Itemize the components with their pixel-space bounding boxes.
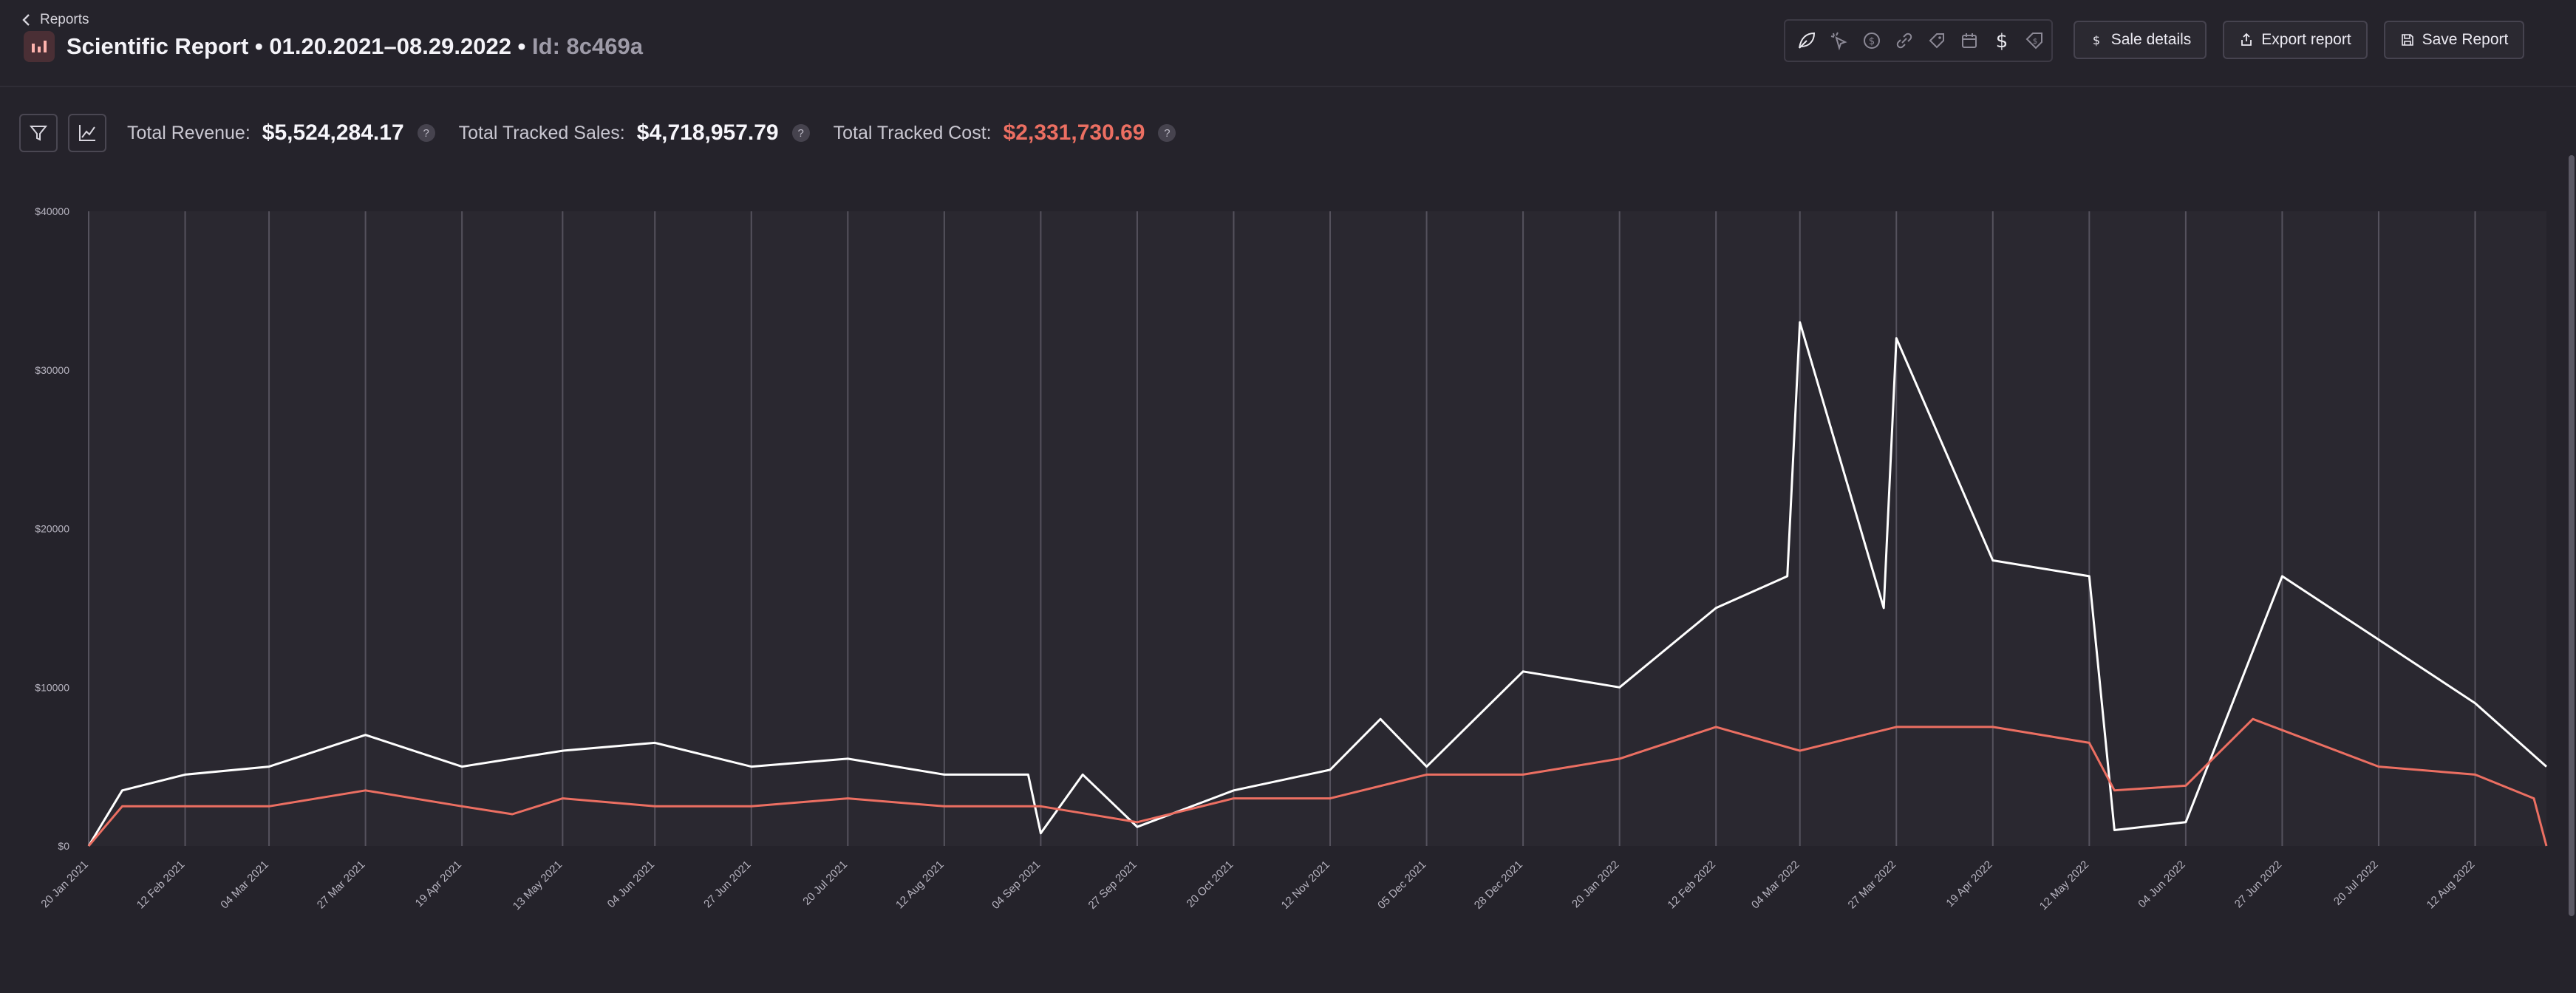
cost-series-line — [87, 717, 2548, 847]
x-tick-label: 12 Nov 2021 — [1279, 859, 1332, 912]
x-tick-label: 27 Mar 2021 — [315, 859, 368, 912]
filter-button[interactable] — [19, 114, 58, 152]
export-icon — [2241, 33, 2252, 46]
cost-help-icon[interactable]: ? — [1158, 124, 1176, 142]
filter-icon — [29, 126, 48, 141]
x-tick-label: 05 Dec 2021 — [1375, 859, 1428, 912]
y-tick-label: $10000 — [35, 681, 69, 693]
x-tick-label: 12 Feb 2022 — [1665, 859, 1718, 912]
sales-value: $4,718,957.79 — [636, 120, 779, 145]
x-tick-label: 13 May 2021 — [511, 859, 565, 912]
export-report-button[interactable]: Export report — [2223, 21, 2368, 59]
x-tick-label: 19 Apr 2021 — [413, 859, 464, 910]
sale-details-label: Sale details — [2110, 31, 2192, 48]
svg-text:$: $ — [1996, 30, 2008, 51]
x-tick-label: 27 Mar 2022 — [1846, 859, 1899, 912]
x-tick-label: 20 Jan 2022 — [1570, 859, 1621, 910]
price-tag-icon[interactable]: $ — [2020, 27, 2048, 55]
svg-text:$: $ — [2033, 38, 2037, 46]
y-tick-label: $30000 — [35, 364, 69, 376]
cost-value: $2,331,730.69 — [1003, 120, 1145, 145]
x-tick-label: 12 Feb 2021 — [134, 859, 188, 912]
svg-text:$: $ — [1869, 36, 1875, 47]
x-tick-label: 12 May 2022 — [2037, 859, 2091, 912]
back-label: Reports — [40, 12, 89, 27]
report-title: Scientific Report • 01.20.2021–08.29.202… — [67, 33, 533, 59]
y-tick-label: $20000 — [35, 523, 69, 535]
dollar-small-icon: $ — [2093, 33, 2100, 47]
stats-bar: Total Revenue: $5,524,284.17 ? Total Tra… — [19, 111, 1176, 155]
dollar-icon[interactable]: $ — [1988, 27, 2016, 55]
sales-help-icon[interactable]: ? — [791, 124, 810, 142]
sales-series-line — [87, 321, 2547, 847]
vertical-scrollbar[interactable] — [2569, 155, 2575, 916]
line-chart-icon — [79, 125, 95, 141]
x-tick-label: 27 Jun 2022 — [2232, 859, 2284, 910]
chart-view-button[interactable] — [68, 114, 106, 152]
back-to-reports-link[interactable]: Reports — [21, 12, 89, 28]
x-tick-label: 19 Apr 2022 — [1943, 859, 1994, 910]
save-report-button[interactable]: Save Report — [2384, 21, 2524, 59]
page-title-row: Scientific Report • 01.20.2021–08.29.202… — [24, 31, 643, 62]
x-tick-label: 27 Sep 2021 — [1086, 859, 1139, 912]
chart-tool-group: $ $ $ — [1784, 19, 2053, 62]
page-title: Scientific Report • 01.20.2021–08.29.202… — [67, 33, 643, 60]
save-report-label: Save Report — [2422, 31, 2509, 48]
revenue-help-icon[interactable]: ? — [417, 124, 435, 142]
top-bar: Reports Scientific Report • 01.20.2021–0… — [0, 0, 2576, 87]
floppy-icon — [2401, 34, 2413, 46]
sale-details-button[interactable]: $ Sale details — [2074, 21, 2207, 59]
x-tick-label: 04 Mar 2021 — [218, 859, 271, 912]
x-tick-label: 04 Jun 2021 — [605, 859, 657, 910]
x-tick-label: 27 Jun 2021 — [701, 859, 753, 910]
link-icon[interactable] — [1890, 27, 1918, 55]
sales-stat: Total Tracked Sales: $4,718,957.79 ? — [459, 120, 810, 146]
x-tick-label: 04 Sep 2021 — [989, 859, 1043, 912]
leaf-icon[interactable] — [1793, 27, 1821, 55]
x-tick-label: 20 Jul 2022 — [2331, 859, 2381, 908]
y-tick-label: $0 — [58, 840, 69, 852]
report-icon — [24, 31, 55, 62]
cursor-sparkle-icon[interactable] — [1825, 27, 1853, 55]
export-report-label: Export report — [2261, 31, 2351, 48]
cost-stat: Total Tracked Cost: $2,331,730.69 ? — [834, 120, 1176, 146]
revenue-value: $5,524,284.17 — [262, 120, 404, 145]
sales-label: Total Tracked Sales: — [458, 122, 625, 143]
x-tick-label: 12 Aug 2021 — [893, 859, 947, 912]
tag-icon[interactable] — [1923, 27, 1951, 55]
x-tick-label: 28 Dec 2021 — [1472, 859, 1525, 912]
revenue-label: Total Revenue: — [127, 122, 251, 143]
svg-text:$: $ — [2093, 33, 2100, 47]
x-tick-label: 20 Jan 2021 — [38, 859, 90, 910]
sales-cost-chart: 20 Jan 2021 12 Feb 2021 04 Mar 2021 27 Mar … — [35, 205, 2548, 912]
revenue-stat: Total Revenue: $5,524,284.17 ? — [127, 120, 435, 146]
chevron-left-icon — [22, 14, 30, 26]
x-tick-label: 20 Jul 2021 — [800, 859, 850, 908]
x-tick-label: 12 Aug 2022 — [2425, 859, 2478, 912]
x-tick-label: 04 Jun 2022 — [2136, 859, 2187, 910]
coin-icon[interactable]: $ — [1858, 27, 1886, 55]
y-tick-label: $40000 — [35, 205, 69, 217]
plot-area — [89, 211, 2546, 846]
cost-label: Total Tracked Cost: — [833, 122, 992, 143]
report-id: Id: 8c469a — [532, 33, 643, 59]
x-tick-label: 20 Oct 2021 — [1184, 859, 1236, 910]
x-tick-label: 04 Mar 2022 — [1749, 859, 1802, 912]
calendar-icon[interactable] — [1955, 27, 1983, 55]
